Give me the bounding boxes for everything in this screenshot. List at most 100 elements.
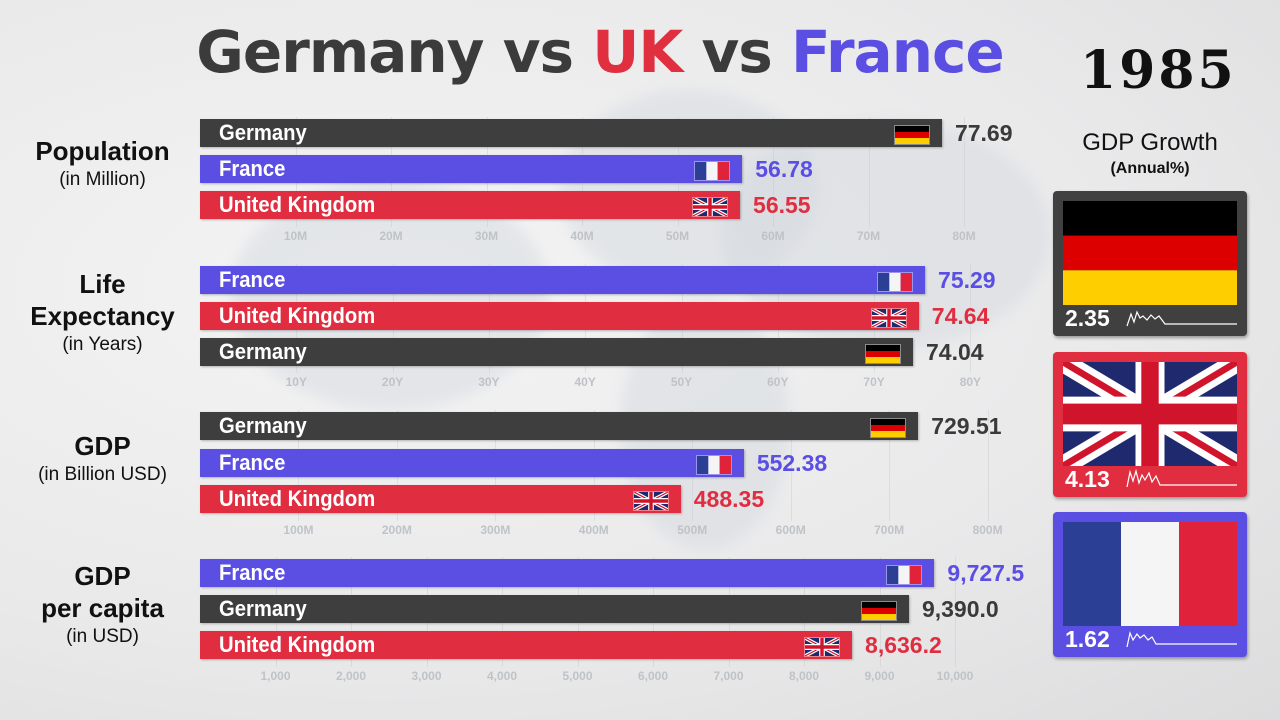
uk-flag-icon (1063, 362, 1237, 466)
axis-tick-label: 800M (972, 523, 1003, 537)
gridline (955, 557, 956, 667)
germany-flag-icon (1063, 201, 1237, 305)
title-germany: Germany (196, 18, 484, 86)
bar-value-label: 9,727.5 (947, 560, 1025, 586)
chart-title: GDP (in Billion USD) (0, 430, 205, 488)
bar-uk: United Kingdom (200, 302, 919, 330)
gdp-growth-card-france: 1.62 (1053, 512, 1247, 657)
france-flag-icon (695, 455, 732, 475)
sparkline-icon (1126, 468, 1237, 488)
chart-title-line: per capita (41, 593, 164, 623)
axis-tick-label: 4,000 (486, 669, 518, 683)
axis-tick-label: 10M (283, 229, 308, 243)
bar-label: United Kingdom (219, 192, 376, 217)
germany-flag-icon (870, 418, 907, 438)
bar-uk: United Kingdom (200, 485, 681, 513)
axis-tick-label: 20Y (381, 375, 404, 389)
axis-tick-label: 10Y (285, 375, 307, 389)
chart-title: GDP per capita (in USD) (0, 560, 205, 650)
bar-label: United Kingdom (219, 303, 376, 328)
bar-value-label: 9,390.0 (921, 596, 999, 622)
axis-tick-label: 50Y (670, 375, 693, 389)
bar-label: Germany (219, 596, 307, 621)
axis-tick-label: 60Y (767, 375, 789, 389)
axis-tick-label: 200M (381, 523, 412, 537)
uk-flag-icon (804, 637, 841, 657)
bar-label: United Kingdom (219, 486, 376, 511)
gdp-growth-title: GDP Growth (1082, 129, 1218, 156)
bar-germany: Germany (200, 412, 919, 440)
axis-tick-label: 30Y (478, 375, 500, 389)
axis-tick-label: 5,000 (562, 669, 593, 683)
germany-flag-icon (893, 125, 930, 145)
bar-value-label: 8,636.2 (865, 632, 942, 658)
bar-france: France (200, 266, 926, 294)
bar-label: France (219, 267, 286, 292)
axis-tick-label: 40Y (574, 375, 596, 389)
axis-tick-label: 20M (379, 229, 403, 243)
axis-tick-label: 700M (874, 523, 905, 537)
axis-tick-label: 100M (283, 523, 314, 537)
gridline (987, 410, 989, 521)
chart-title-line: GDP (74, 561, 131, 591)
bar-value-label: 56.55 (753, 192, 811, 218)
france-flag-icon (1063, 522, 1237, 626)
gridline (868, 117, 870, 227)
chart-subtitle: (in Million) (59, 169, 146, 190)
uk-flag-icon (692, 197, 729, 217)
gridline (773, 117, 774, 227)
bar-france: France (200, 559, 935, 587)
chart-subtitle: (in Billion USD) (38, 464, 167, 485)
gridline (964, 117, 965, 227)
axis-tick-label: 60M (761, 229, 785, 243)
axis-tick-label: 80Y (959, 375, 982, 389)
bar-france: France (200, 155, 743, 183)
gdp-growth-subtitle: (Annual%) (1110, 160, 1190, 177)
bar-uk: United Kingdom (200, 191, 741, 219)
uk-flag-icon (870, 308, 907, 328)
bar-uk: United Kingdom (200, 631, 853, 659)
france-flag-icon (694, 161, 731, 181)
gridline (790, 410, 792, 521)
bar-label: United Kingdom (219, 632, 376, 657)
title-france: France (791, 18, 1005, 86)
bar-france: France (200, 449, 744, 477)
page-title: Germany vs UK vs France (0, 18, 1200, 86)
germany-flag-icon (860, 601, 897, 621)
axis-tick-label: 6,000 (637, 669, 669, 683)
axis-tick-label: 50M (665, 229, 690, 243)
bar-value-label: 488.35 (693, 486, 765, 512)
bar-value-label: 729.51 (931, 413, 1002, 439)
sparkline-icon (1126, 631, 1237, 648)
axis-tick-label: 2,000 (335, 669, 367, 683)
axis-tick-label: 10,000 (936, 669, 974, 683)
axis-tick-label: 300M (480, 523, 511, 537)
chart-subtitle: (in USD) (66, 626, 139, 647)
gdp-growth-header: GDP Growth (Annual%) (1055, 128, 1245, 180)
gridline (889, 410, 891, 521)
year-label: 1985 (1080, 40, 1237, 101)
axis-tick-label: 40M (570, 229, 594, 243)
chart-title-line: Population (35, 136, 170, 166)
axis-tick-label: 80M (952, 229, 976, 243)
bar-value-label: 552.38 (756, 450, 828, 476)
bar-label: Germany (219, 339, 307, 364)
chart-title: Life Expectancy (in Years) (0, 268, 205, 358)
axis-tick-label: 3,000 (411, 669, 442, 683)
bar-value-label: 74.04 (926, 339, 984, 365)
bar-label: France (219, 450, 286, 475)
axis-tick-label: 1,000 (260, 669, 291, 683)
axis-tick-label: 70Y (863, 375, 885, 389)
france-flag-icon (886, 565, 923, 585)
bar-value-label: 74.64 (931, 303, 990, 329)
bar-label: France (219, 156, 286, 181)
axis-tick-label: 30M (474, 229, 499, 243)
bar-value-label: 56.78 (755, 156, 813, 182)
axis-tick-label: 7,000 (713, 669, 744, 683)
gdp-growth-value: 4.13 (1065, 466, 1110, 492)
uk-flag-icon (632, 491, 669, 511)
chart-title-line: Expectancy (30, 301, 175, 331)
axis-tick-label: 70M (856, 229, 881, 243)
bar-label: France (219, 560, 286, 585)
